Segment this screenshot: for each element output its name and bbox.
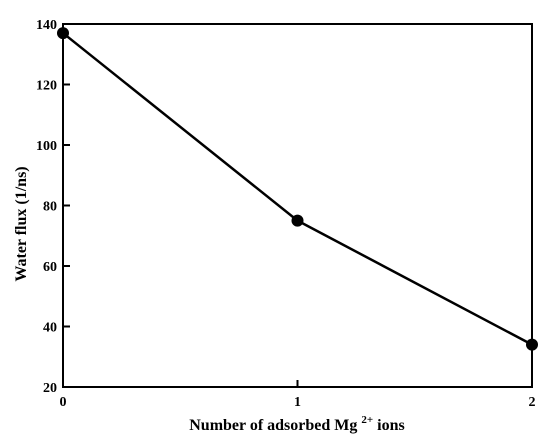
x-axis-label: Number of adsorbed Mg 2+ ions xyxy=(189,410,405,434)
data-point xyxy=(291,214,304,227)
y-tick-label: 100 xyxy=(36,139,57,154)
series-layer xyxy=(57,27,538,351)
x-tick-label: 0 xyxy=(60,395,67,410)
plot-frame xyxy=(62,23,533,388)
x-axis-label-suffix: ions xyxy=(377,417,405,434)
y-tick-label: 40 xyxy=(43,321,57,336)
y-tick-label: 60 xyxy=(43,260,57,275)
x-tick-label: 1 xyxy=(294,395,301,410)
y-axis-label: Water flux (1/ns) xyxy=(13,166,30,281)
data-point xyxy=(526,338,538,351)
y-tick-label: 20 xyxy=(43,381,57,396)
y-tick-label: 80 xyxy=(43,200,57,215)
y-axis-ticks: 20 40 60 80 100 120 140 xyxy=(36,18,70,396)
y-tick-label: 140 xyxy=(36,18,57,33)
x-tick-label: 2 xyxy=(529,395,536,410)
x-axis-label-prefix: Number of adsorbed Mg xyxy=(189,417,357,434)
plot-border xyxy=(62,23,533,388)
series-line xyxy=(62,32,533,346)
data-point xyxy=(57,27,69,40)
y-tick-label: 120 xyxy=(36,79,57,94)
x-axis-ticks: 0 1 2 xyxy=(60,380,536,410)
x-axis-label-superscript: 2+ xyxy=(361,414,373,426)
